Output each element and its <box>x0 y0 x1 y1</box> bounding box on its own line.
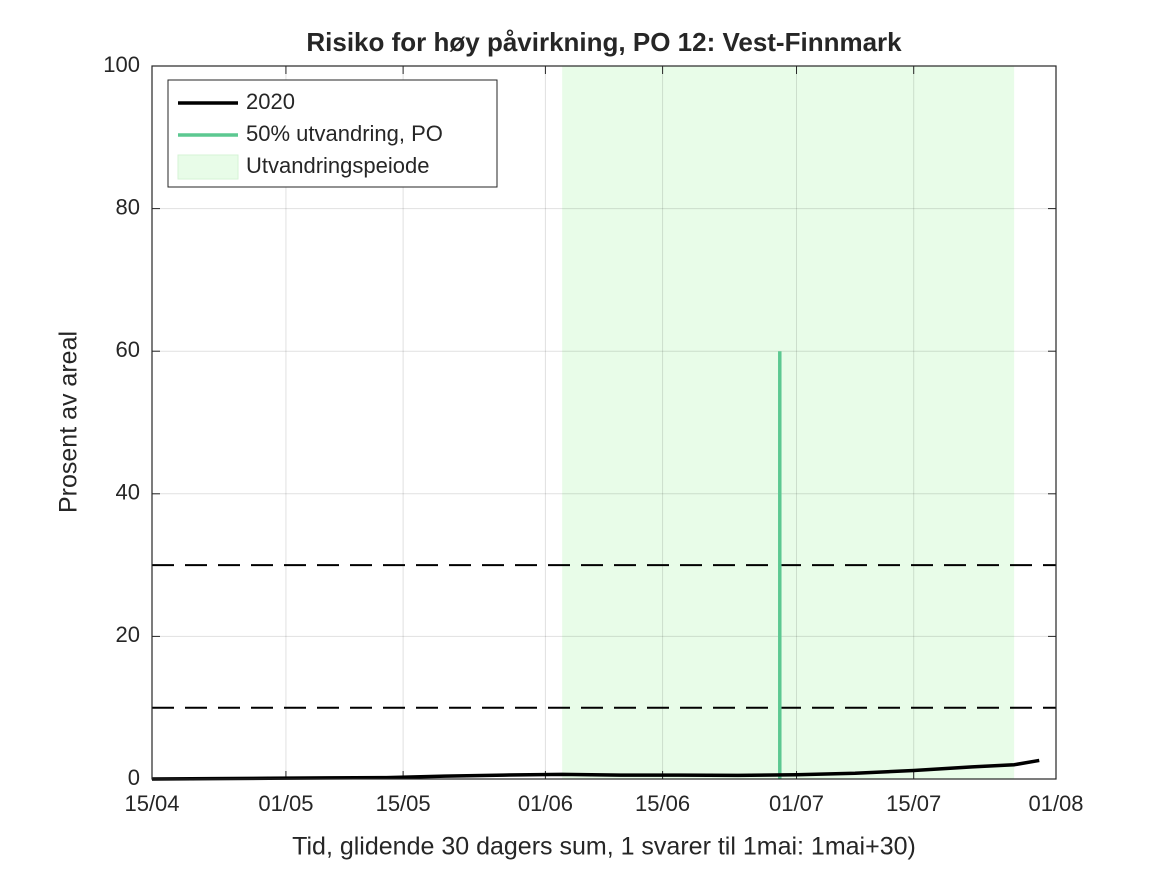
y-tick-label: 40 <box>116 480 140 505</box>
y-axis-label: Prosent av areal <box>55 331 83 513</box>
axes-box <box>151 65 1057 780</box>
legend-label: Utvandringspeiode <box>246 153 429 178</box>
legend-label: 50% utvandring, PO <box>246 121 443 146</box>
series-line <box>151 758 1040 781</box>
x-tick-label: 15/07 <box>886 791 941 816</box>
y-tick-label: 20 <box>116 622 140 647</box>
x-axis-label: Tid, glidende 30 dagers sum, 1 svarer ti… <box>292 833 916 861</box>
legend: 2020 50% utvandring, PO Utvandringspeiode <box>167 79 498 188</box>
x-tick-label: 01/07 <box>769 791 824 816</box>
x-tick-label: 01/06 <box>518 791 573 816</box>
x-tick-label: 15/04 <box>124 791 179 816</box>
x-tick-label: 01/08 <box>1028 791 1083 816</box>
y-tick-label: 80 <box>116 194 140 219</box>
legend-label: 2020 <box>246 89 295 114</box>
chart-title: Risiko for høy påvirkning, PO 12: Vest-F… <box>306 27 902 57</box>
x-tick-label: 15/06 <box>635 791 690 816</box>
y-tick-label: 100 <box>103 52 140 77</box>
y-tick-label: 0 <box>128 765 140 790</box>
shaded-period <box>562 66 1015 779</box>
x-tick-label: 01/05 <box>258 791 313 816</box>
y-tick-label: 60 <box>116 337 140 362</box>
legend-swatch <box>177 154 239 180</box>
x-tick-label: 15/05 <box>376 791 431 816</box>
